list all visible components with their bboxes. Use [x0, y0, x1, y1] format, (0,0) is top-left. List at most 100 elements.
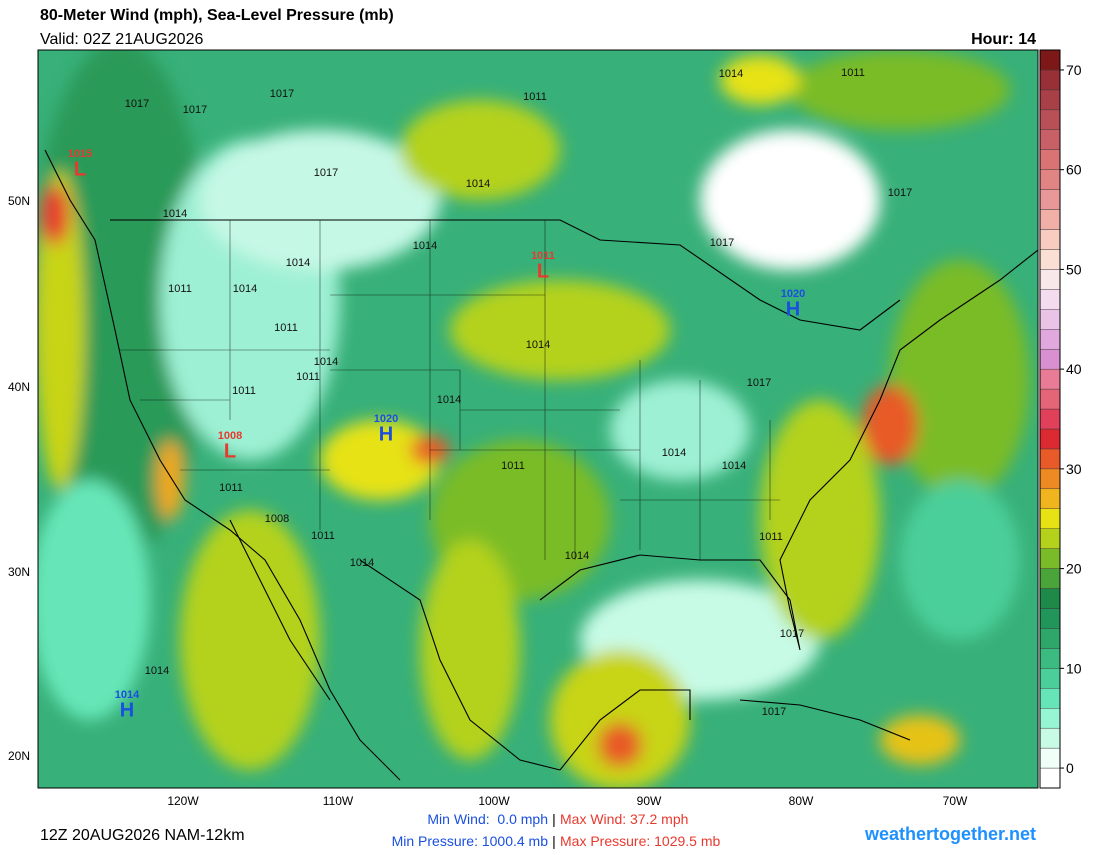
max-pressure: Max Pressure: 1029.5 mb [560, 833, 721, 849]
colorbar-swatch [1039, 767, 1061, 789]
colorbar-swatch [1039, 388, 1061, 410]
isobar-label: 1008 [265, 513, 289, 525]
colorbar-swatch [1039, 209, 1061, 230]
colorbar-swatch [1039, 608, 1061, 629]
map-frame [37, 49, 1039, 789]
isobar-label: 1014 [286, 257, 310, 269]
colorbar-swatch [1039, 648, 1061, 669]
isobar-label: 1014 [163, 208, 187, 220]
lon-label: 100W [478, 794, 510, 808]
colorbar-swatch [1039, 348, 1061, 370]
max-wind: Max Wind: 37.2 mph [560, 811, 688, 827]
colorbar-swatch [1039, 309, 1061, 330]
colorbar-swatch [1039, 408, 1061, 430]
colorbar-swatch [1039, 668, 1061, 689]
pressure-letter: H [120, 699, 134, 721]
colorbar-swatch [1039, 528, 1061, 549]
isobar-labels: 1017 1017 1017 1014 1014 1011 1017 1014 … [125, 67, 912, 718]
isobar-label: 1017 [747, 377, 771, 389]
pressure-value: 1008 [218, 430, 242, 442]
isobar-label: 1014 [719, 68, 743, 80]
isobar-label: 1017 [314, 167, 338, 179]
colorbar-swatch [1039, 189, 1061, 210]
colorbar-swatch [1039, 588, 1061, 609]
pressure-letter: H [379, 423, 393, 445]
isobar-label: 1011 [311, 530, 335, 542]
pressure-letter: L [74, 158, 86, 180]
isobar-label: 1011 [274, 322, 298, 334]
lat-label: 50N [8, 194, 30, 208]
isobar-label: 1011 [219, 482, 243, 494]
isobar-label: 1014 [437, 394, 461, 406]
colorbar-swatch [1039, 69, 1061, 91]
colorbar-swatch [1039, 129, 1061, 150]
isobar-label: 1011 [232, 385, 256, 397]
min-wind: Min Wind: 0.0 mph [427, 811, 548, 827]
colorbar-swatch [1039, 568, 1061, 589]
model-run: 12Z 20AUG2026 NAM-12km [40, 827, 245, 844]
pressure-value: 1015 [68, 148, 92, 160]
isobar-label: 1017 [888, 187, 912, 199]
colorbar-swatch [1039, 229, 1061, 250]
lat-label: 20N [8, 749, 30, 763]
lon-label: 120W [167, 794, 199, 808]
forecast-hour: Hour: 14 [971, 31, 1036, 48]
site-name: weathertogether.net [864, 824, 1036, 844]
colorbar-swatch [1039, 708, 1061, 729]
title: 80-Meter Wind (mph), Sea-Level Pressure … [40, 7, 394, 24]
colorbar-swatch [1039, 727, 1061, 749]
isobar-label: 1014 [466, 178, 490, 190]
colorbar-swatch [1039, 688, 1061, 709]
isobar-label: 1017 [183, 104, 207, 116]
isobar-label: 1011 [523, 91, 547, 103]
isobar-label: 1014 [662, 447, 686, 459]
colorbar-tick-label: 50 [1066, 261, 1082, 277]
colorbar-swatch [1039, 169, 1061, 190]
colorbar-tick-label: 60 [1066, 162, 1082, 178]
pressure-value: 1020 [781, 288, 805, 300]
colorbar-tick-label: 70 [1066, 62, 1082, 78]
isobar-label: 1011 [501, 460, 525, 472]
colorbar-swatch [1039, 289, 1061, 310]
colorbar-swatch [1039, 548, 1061, 569]
pressure-letter: H [786, 298, 800, 320]
pressure-letter: L [224, 440, 236, 462]
isobar-label: 1014 [145, 665, 169, 677]
colorbar-tick-label: 10 [1066, 660, 1082, 676]
pressure-letter: L [537, 260, 549, 282]
colorbar-swatch [1039, 428, 1061, 450]
colorbar-swatch [1039, 508, 1061, 529]
colorbar-tick-label: 20 [1066, 561, 1082, 577]
lon-labels: 120W 110W 100W 90W 80W 70W [167, 794, 968, 808]
separator: | [552, 833, 556, 849]
colorbar-tick-label: 40 [1066, 361, 1082, 377]
isobar-label: 1014 [413, 240, 437, 252]
colorbar-swatch [1039, 269, 1061, 290]
lat-label: 40N [8, 380, 30, 394]
colorbar-swatch [1039, 249, 1061, 270]
lon-label: 80W [789, 794, 814, 808]
colorbar-swatch [1039, 89, 1061, 111]
isobar-label: 1014 [526, 339, 550, 351]
colorbar-swatch [1039, 468, 1061, 490]
isobar-label: 1017 [710, 237, 734, 249]
isobar-label: 1017 [125, 98, 149, 110]
lat-labels: 50N 40N 30N 20N [8, 194, 30, 763]
lon-label: 90W [637, 794, 662, 808]
min-pressure: Min Pressure: 1000.4 mb [392, 833, 549, 849]
isobar-label: 1017 [762, 706, 786, 718]
colorbar-swatch [1039, 49, 1061, 71]
isobar-label: 1014 [350, 557, 374, 569]
colorbar-swatch [1039, 628, 1061, 649]
valid-time: Valid: 02Z 21AUG2026 [40, 31, 203, 48]
colorbar-tick-label: 0 [1066, 760, 1074, 776]
lon-label: 70W [943, 794, 968, 808]
colorbar-swatch [1039, 747, 1061, 769]
isobar-label: 1011 [759, 531, 783, 543]
colorbar: 0 10 20 30 40 50 60 70 [1039, 49, 1082, 789]
isobar-label: 1017 [780, 628, 804, 640]
colorbar-swatch [1039, 329, 1061, 350]
colorbar-swatch [1039, 488, 1061, 509]
